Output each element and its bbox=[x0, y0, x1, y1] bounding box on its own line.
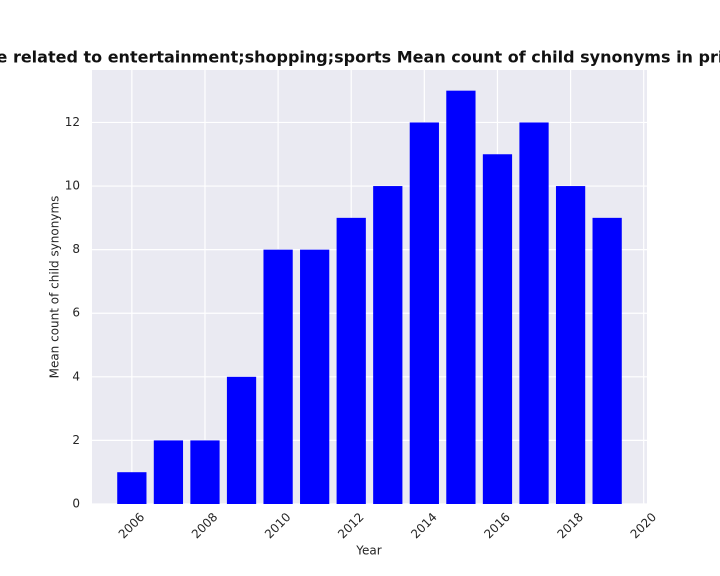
bar bbox=[153, 440, 184, 504]
chart-title: ories are related to entertainment;shopp… bbox=[0, 48, 720, 67]
bar bbox=[592, 217, 622, 504]
y-tick-label: 4 bbox=[72, 369, 80, 383]
bar bbox=[373, 186, 403, 505]
x-tick-label: 2016 bbox=[481, 510, 512, 541]
y-tick-label: 6 bbox=[72, 306, 80, 320]
y-axis-label: Mean count of child synonyms bbox=[48, 196, 62, 379]
x-tick-label: 2008 bbox=[189, 510, 220, 541]
x-tick-label: 2020 bbox=[628, 510, 659, 541]
x-tick-label: 2018 bbox=[554, 510, 585, 541]
x-tick-label: 2014 bbox=[408, 510, 439, 541]
x-tick-label: 2006 bbox=[116, 510, 147, 541]
bar bbox=[263, 249, 293, 504]
bar bbox=[555, 186, 586, 505]
bar bbox=[117, 472, 147, 504]
bar bbox=[190, 440, 220, 504]
bar bbox=[409, 122, 439, 504]
bar bbox=[300, 249, 330, 504]
y-tick-label: 2 bbox=[72, 433, 80, 447]
plot-area bbox=[92, 70, 647, 504]
x-axis-label: Year bbox=[355, 544, 381, 558]
bar bbox=[482, 154, 513, 504]
y-tick-label: 12 bbox=[65, 115, 80, 129]
y-tick-label: 10 bbox=[65, 179, 80, 193]
y-tick-label: 8 bbox=[72, 242, 80, 256]
bar bbox=[446, 90, 476, 505]
x-tick-label: 2010 bbox=[262, 510, 293, 541]
bar bbox=[519, 122, 549, 504]
bar bbox=[336, 217, 366, 504]
bar bbox=[226, 376, 257, 504]
x-tick-label: 2012 bbox=[335, 510, 366, 541]
y-tick-label: 0 bbox=[72, 497, 80, 511]
